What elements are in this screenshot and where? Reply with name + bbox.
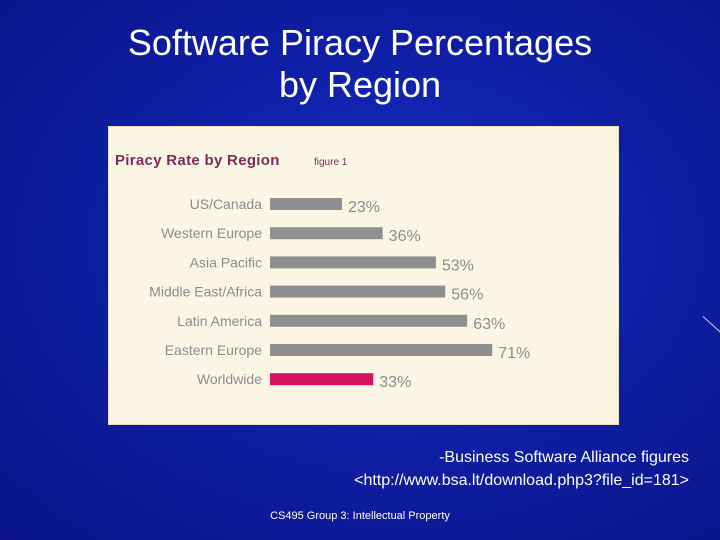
slide-title: Software Piracy Percentages by Region <box>0 22 720 106</box>
category-label: Asia Pacific <box>190 254 262 270</box>
value-label: 36% <box>389 228 421 245</box>
bar <box>270 285 446 298</box>
value-label: 33% <box>379 374 411 391</box>
value-label: 71% <box>498 345 530 362</box>
slide-title-line1: Software Piracy Percentages <box>127 22 593 63</box>
source-url: <http://www.bsa.lt/download.php3?file_id… <box>354 472 689 489</box>
category-label: US/Canada <box>190 196 263 212</box>
bar <box>270 227 383 240</box>
chart-subtitle: figure 1 <box>314 157 348 168</box>
category-label: Eastern Europe <box>165 342 262 358</box>
value-label: 53% <box>442 257 474 274</box>
category-label: Worldwide <box>197 371 262 387</box>
slide-title-line2: by Region <box>278 64 442 105</box>
value-label: 63% <box>473 316 505 333</box>
bar <box>270 344 493 356</box>
bar-chart: US/Canada 23% Western Europe 36% Asia Pacifi… <box>149 196 530 391</box>
chart-panel: Piracy Rate by Region figure 1 US/Canada… <box>108 126 619 425</box>
chart-title: Piracy Rate by Region <box>115 152 280 169</box>
bar <box>270 373 374 386</box>
category-label: Western Europe <box>161 225 262 241</box>
bar <box>270 198 342 210</box>
bar <box>270 256 436 269</box>
source-citation: -Business Software Alliance figures <box>439 449 689 466</box>
category-label: Latin America <box>177 313 262 329</box>
slide-footer: CS495 Group 3: Intellectual Property <box>270 510 450 522</box>
value-label: 23% <box>348 199 380 216</box>
category-label: Middle East/Africa <box>149 284 262 300</box>
decorative-line <box>702 316 720 335</box>
value-label: 56% <box>451 287 483 304</box>
bar <box>270 314 468 327</box>
